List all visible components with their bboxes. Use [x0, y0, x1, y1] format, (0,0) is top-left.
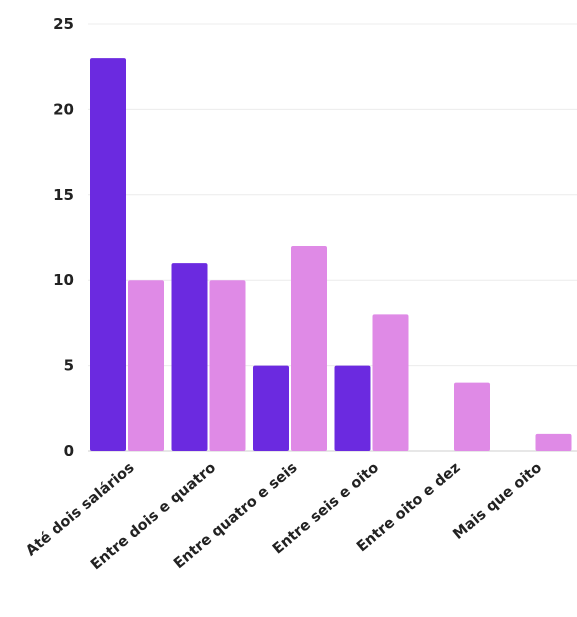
bar-series-2-5: [454, 382, 490, 451]
bar-series-1-3: [253, 365, 289, 451]
y-tick-label: 10: [53, 271, 74, 289]
x-category-label: Mais que oito: [450, 460, 545, 543]
bar-series-2-6: [535, 433, 572, 451]
y-tick-label: 25: [53, 15, 74, 33]
bar-series-2-1: [128, 280, 164, 451]
y-tick-label: 5: [64, 357, 74, 375]
y-axis-ticks: 0 5 10 15 20 25: [53, 15, 74, 460]
bar-series-1-1: [90, 58, 126, 451]
bar-series-2-3: [291, 246, 327, 451]
y-tick-label: 15: [53, 186, 74, 204]
gridlines: [88, 23, 577, 452]
y-tick-label: 0: [64, 442, 74, 460]
y-tick-label: 20: [53, 100, 74, 118]
bar-series-1-4: [334, 365, 371, 451]
bars: [90, 58, 572, 451]
bar-series-2-4: [372, 314, 409, 451]
bar-series-2-2: [209, 280, 246, 451]
bar-series-1-2: [171, 263, 208, 451]
